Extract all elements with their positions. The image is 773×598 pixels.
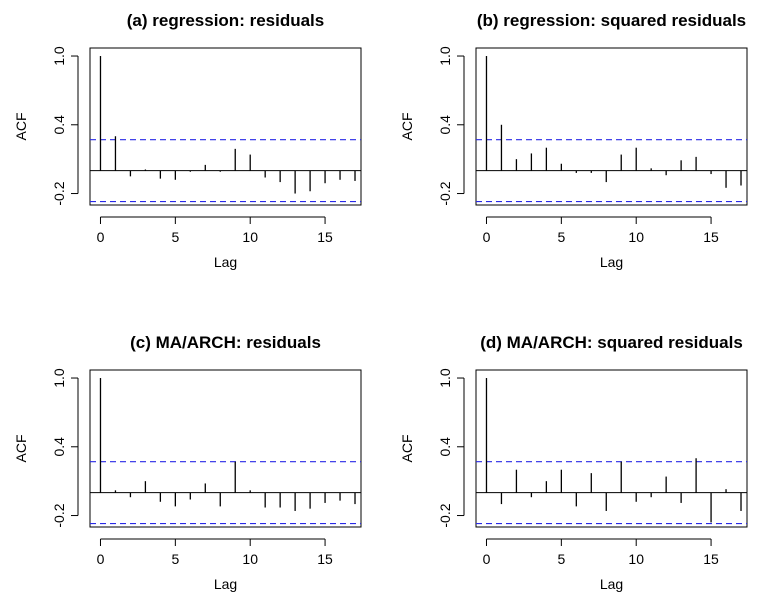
acf-panel-d: (d) MA/ARCH: squared residuals 0 5 10 15 Lag -… bbox=[399, 333, 747, 592]
x-axis-label: Lag bbox=[600, 576, 623, 592]
plot-frame bbox=[476, 370, 747, 527]
y-tick-label: 1.0 bbox=[51, 368, 67, 388]
acf-panel-c: (c) MA/ARCH: residuals 0 5 10 15 Lag -0.2 0.4 1.… bbox=[13, 333, 361, 592]
x-tick-label: 0 bbox=[483, 551, 491, 567]
y-axis-label: ACF bbox=[399, 113, 415, 141]
y-axis-label: ACF bbox=[13, 435, 29, 463]
x-tick-label: 15 bbox=[703, 229, 719, 245]
x-tick-label: 10 bbox=[628, 229, 644, 245]
y-tick-label: -0.2 bbox=[437, 503, 453, 527]
x-axis-label: Lag bbox=[600, 254, 623, 270]
chart-title: (d) MA/ARCH: squared residuals bbox=[480, 333, 743, 352]
x-tick-label: 10 bbox=[242, 229, 258, 245]
chart-title: (b) regression: squared residuals bbox=[477, 11, 746, 30]
y-tick-label: -0.2 bbox=[437, 181, 453, 205]
plot-frame bbox=[90, 48, 361, 205]
acf-panel-b: (b) regression: squared residuals 0 5 10 15 L… bbox=[399, 11, 747, 270]
chart-title: (a) regression: residuals bbox=[127, 11, 324, 30]
x-tick-label: 5 bbox=[171, 229, 179, 245]
x-axis-label: Lag bbox=[214, 254, 237, 270]
x-tick-label: 10 bbox=[628, 551, 644, 567]
x-tick-label: 15 bbox=[703, 551, 719, 567]
y-tick-label: 0.4 bbox=[51, 437, 67, 457]
x-tick-label: 5 bbox=[557, 551, 565, 567]
y-tick-label: 1.0 bbox=[51, 46, 67, 66]
x-tick-label: 5 bbox=[171, 551, 179, 567]
x-tick-label: 0 bbox=[97, 551, 105, 567]
x-tick-label: 0 bbox=[97, 229, 105, 245]
x-tick-label: 5 bbox=[557, 229, 565, 245]
plot-frame bbox=[90, 370, 361, 527]
y-tick-label: 0.4 bbox=[437, 437, 453, 457]
x-axis-label: Lag bbox=[214, 576, 237, 592]
y-tick-label: -0.2 bbox=[51, 503, 67, 527]
x-tick-label: 0 bbox=[483, 229, 491, 245]
y-tick-label: -0.2 bbox=[51, 181, 67, 205]
x-tick-label: 15 bbox=[317, 551, 333, 567]
y-tick-label: 1.0 bbox=[437, 46, 453, 66]
chart-title: (c) MA/ARCH: residuals bbox=[130, 333, 321, 352]
y-axis-label: ACF bbox=[13, 113, 29, 141]
x-tick-label: 15 bbox=[317, 229, 333, 245]
y-tick-label: 1.0 bbox=[437, 368, 453, 388]
y-tick-label: 0.4 bbox=[51, 115, 67, 135]
plot-frame bbox=[476, 48, 747, 205]
x-tick-label: 10 bbox=[242, 551, 258, 567]
y-axis-label: ACF bbox=[399, 435, 415, 463]
y-tick-label: 0.4 bbox=[437, 115, 453, 135]
acf-panel-a: (a) regression: residuals 0 5 10 15 Lag -0.2 0.… bbox=[13, 11, 361, 270]
